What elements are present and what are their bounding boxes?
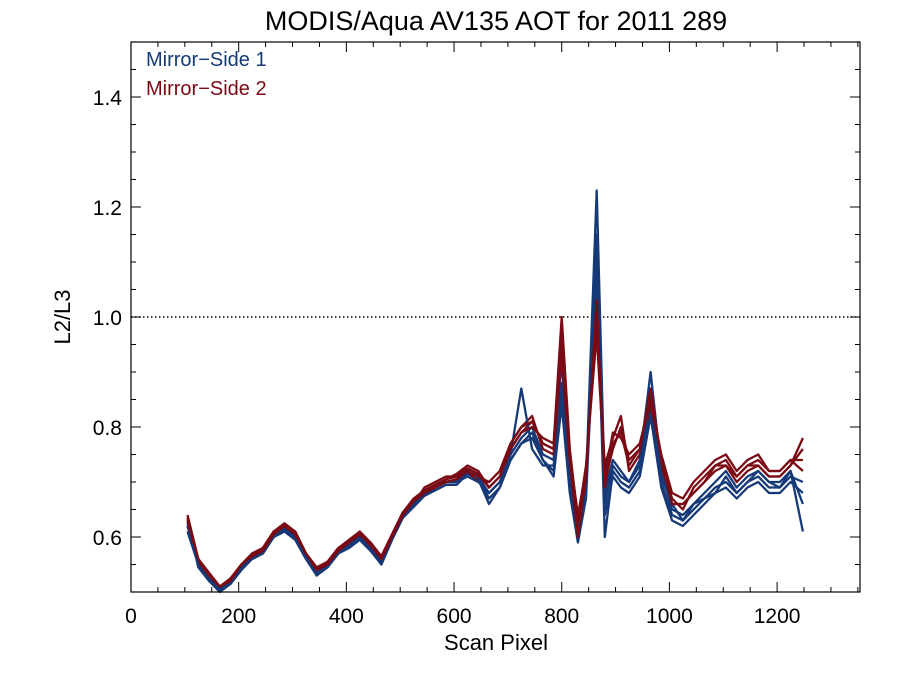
legend-entry-mirror-side-1: Mirror−Side 1 [146,49,267,71]
y-tick-labels: 0.6 0.8 1.0 1.2 1.4 [93,87,123,550]
legend-entry-mirror-side-2: Mirror−Side 2 [146,78,267,100]
y-tick-label-0.8: 0.8 [93,417,122,440]
x-tick-label-1200: 1200 [754,605,801,628]
series-layer [186,189,805,594]
x-tick-label-1000: 1000 [646,605,693,628]
series-line-4 [186,315,804,588]
legend: Mirror−Side 1 Mirror−Side 2 [146,49,267,100]
x-axis-label: Scan Pixel [444,630,548,655]
series-line-8 [186,299,804,588]
y-axis-label: L2/L3 [50,289,75,344]
x-tick-label-0: 0 [125,605,137,628]
series-line-6 [186,315,803,588]
series-line-3 [186,260,804,594]
tick-layer [130,41,860,593]
y-tick-label-1.4: 1.4 [93,87,123,110]
chart-title: MODIS/Aqua AV135 AOT for 2011 289 [265,6,727,36]
series-line-7 [186,271,804,591]
x-tick-labels: 0 200 400 600 800 1000 1200 [125,605,800,628]
series-line-5 [186,233,804,591]
y-tick-label-0.6: 0.6 [93,527,122,550]
y-tick-label-1.2: 1.2 [93,197,122,220]
y-tick-label-1: 1.0 [93,307,122,330]
x-tick-label-600: 600 [437,605,472,628]
x-tick-label-400: 400 [329,605,364,628]
series-line-2 [186,288,804,591]
x-tick-label-200: 200 [221,605,256,628]
x-tick-label-800: 800 [544,605,579,628]
